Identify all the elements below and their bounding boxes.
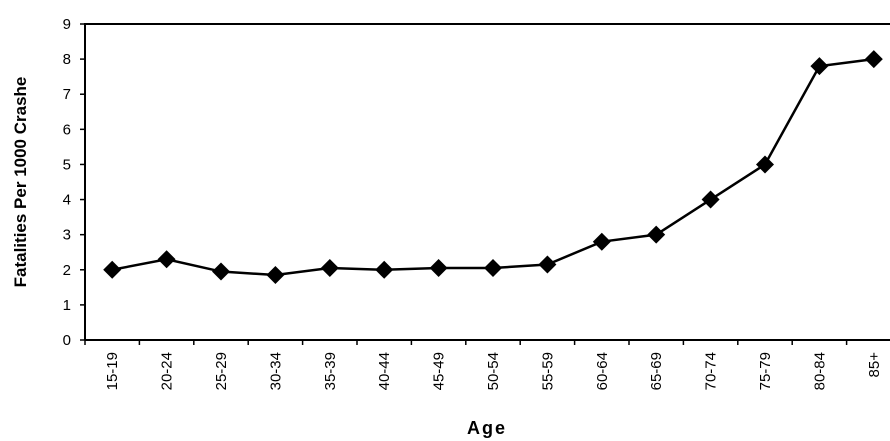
data-point <box>701 190 720 209</box>
data-point <box>429 259 448 278</box>
data-point <box>810 57 829 76</box>
y-tick-label: 4 <box>63 192 71 209</box>
x-tick-label: 40-44 <box>376 352 393 390</box>
x-tick-label: 70-74 <box>703 352 720 390</box>
data-point <box>320 259 339 278</box>
data-point <box>212 262 230 281</box>
y-tick-label: 9 <box>63 16 71 33</box>
data-point <box>375 260 394 279</box>
x-tick-label: 20-24 <box>159 352 176 390</box>
data-point <box>538 255 557 274</box>
x-tick-label: 35-39 <box>322 352 339 390</box>
plot-frame <box>84 23 890 341</box>
y-tick-label: 2 <box>63 262 71 279</box>
x-axis-title: Age <box>467 418 507 438</box>
x-tick-label: 30-34 <box>267 352 284 390</box>
x-tick-label: 60-64 <box>594 352 611 390</box>
y-tick-label: 7 <box>63 86 71 103</box>
y-tick-label: 0 <box>63 332 71 349</box>
y-tick-label: 6 <box>63 121 71 138</box>
x-tick-label: 15-19 <box>104 352 121 390</box>
x-tick-label: 55-59 <box>539 352 556 390</box>
data-point <box>756 155 774 174</box>
data-point <box>592 232 611 251</box>
y-axis-title: Fatalities Per 1000 Crashe <box>11 77 30 288</box>
y-tick-label: 5 <box>63 156 71 173</box>
data-point <box>864 50 883 69</box>
x-tick-label: 25-29 <box>213 352 230 390</box>
x-tick-label: 45-49 <box>431 352 448 390</box>
data-point <box>647 225 666 244</box>
y-tick-label: 8 <box>63 51 71 68</box>
y-tick-label: 1 <box>63 297 71 314</box>
data-point <box>157 250 176 269</box>
x-tick-label: 85+ <box>866 352 883 378</box>
y-tick-label: 3 <box>63 227 71 244</box>
data-point <box>266 266 285 285</box>
x-tick-label: 80-84 <box>811 352 828 390</box>
x-tick-label: 75-79 <box>757 352 774 390</box>
x-tick-label: 65-69 <box>648 352 665 390</box>
x-tick-label: 50-54 <box>485 352 502 390</box>
data-point <box>103 260 122 279</box>
data-point <box>484 259 502 278</box>
